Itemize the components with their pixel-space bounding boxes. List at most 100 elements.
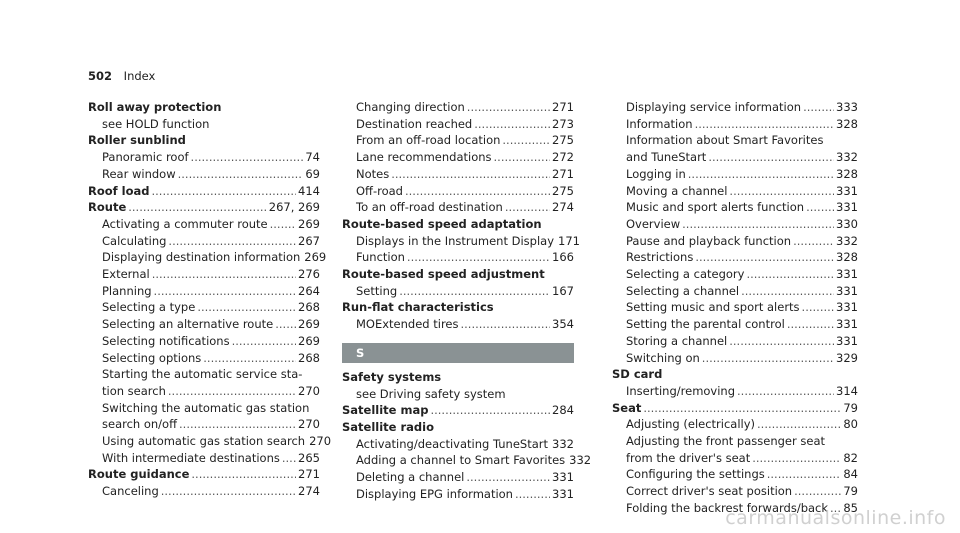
- entry-label: Music and sport alerts function: [626, 200, 805, 215]
- page-reference-link[interactable]: 332: [836, 150, 858, 165]
- page-reference-link[interactable]: 265: [298, 450, 320, 465]
- page-reference-link[interactable]: 271: [298, 467, 320, 482]
- page-reference-link[interactable]: 331: [552, 486, 574, 501]
- page-reference-link[interactable]: 328: [836, 116, 858, 131]
- page-reference-link[interactable]: 273: [552, 116, 574, 131]
- entry-label: Folding the backrest forwards/back: [626, 500, 829, 515]
- page-reference-link[interactable]: 333: [836, 100, 858, 114]
- index-subentry-text: see Driving safety system: [356, 386, 506, 401]
- index-subentry: Setting 167: [342, 283, 574, 300]
- page-reference-link[interactable]: 85: [843, 500, 858, 515]
- index-subentry: Calculating 267: [88, 233, 320, 250]
- entry-label: Activating a commuter route: [102, 216, 268, 231]
- index-subentry: Configuring the settings 84: [612, 466, 858, 483]
- page-reference-link[interactable]: 331: [836, 283, 858, 298]
- page-reference-link[interactable]: 167: [552, 283, 574, 298]
- page-reference-link[interactable]: 270: [309, 434, 332, 449]
- page-reference-link[interactable]: 332: [552, 436, 574, 451]
- dot-leader: [197, 299, 296, 316]
- index-subentry: from the driver's seat 82: [612, 450, 858, 467]
- page-reference-link[interactable]: 274: [552, 200, 574, 215]
- page-reference-link[interactable]: 331: [552, 470, 574, 485]
- page-reference-link[interactable]: 329: [836, 350, 858, 365]
- page-reference-link[interactable]: 284: [552, 403, 574, 418]
- index-subentry: MOExtended tires 354: [342, 316, 574, 333]
- page-reference-link[interactable]: 267, 269: [268, 200, 320, 215]
- page-reference-link[interactable]: 270: [298, 417, 320, 432]
- index-subentry: Storing a channel 331: [612, 333, 858, 350]
- index-subentry: Selecting an alternative route 269: [88, 316, 320, 333]
- index-subentry: Overview 330: [612, 216, 858, 233]
- page-reference-link[interactable]: 84: [843, 467, 858, 482]
- page-reference-link[interactable]: 69: [305, 166, 320, 181]
- page-reference-link[interactable]: 314: [836, 383, 858, 398]
- dot-leader: [282, 450, 296, 467]
- index-subentry: Inserting/removing 314: [612, 383, 858, 400]
- page-reference-link[interactable]: 275: [552, 183, 574, 198]
- index-subentry: Planning 264: [88, 283, 320, 300]
- page-reference-link[interactable]: 268: [298, 300, 320, 315]
- index-subentry: Pause and playback function 332: [612, 233, 858, 250]
- index-subentry-text: Adjusting the front passenger seat: [626, 434, 826, 449]
- page-reference-link[interactable]: 271: [552, 166, 574, 181]
- page-reference-link[interactable]: 270: [298, 383, 320, 398]
- page-reference-link[interactable]: 269: [298, 333, 320, 348]
- index-subentry: Notes 271: [342, 166, 574, 183]
- index-subentry: Selecting options 268: [88, 350, 320, 367]
- dot-leader: [803, 99, 834, 116]
- page-reference-link[interactable]: 166: [552, 250, 574, 265]
- page-reference-link[interactable]: 275: [552, 133, 574, 148]
- page-reference-link[interactable]: 331: [836, 317, 858, 332]
- page-reference-link[interactable]: 331: [836, 200, 858, 215]
- page-reference-link[interactable]: 331: [836, 183, 858, 198]
- page-reference-link[interactable]: 269: [298, 317, 320, 332]
- dot-leader: [757, 416, 841, 433]
- page-reference-link[interactable]: 79: [843, 484, 858, 499]
- page-reference-link[interactable]: 276: [298, 267, 320, 282]
- index-subentry: Music and sport alerts function 331: [612, 199, 858, 216]
- page-reference-link[interactable]: 331: [836, 267, 858, 282]
- dot-leader: [505, 199, 550, 216]
- page-reference-link[interactable]: 330: [836, 216, 858, 231]
- index-subentry: Lane recommendations 272: [342, 149, 574, 166]
- entry-label: Selecting a category: [626, 267, 745, 282]
- entry-label: Switching on: [626, 350, 700, 365]
- index-subentry: Displaying service information 333: [612, 99, 858, 116]
- page-reference-link[interactable]: 269: [298, 216, 320, 231]
- page-reference-link[interactable]: 271: [552, 100, 574, 114]
- page-reference-link[interactable]: 331: [836, 300, 858, 315]
- entry-label: Configuring the settings: [626, 467, 765, 482]
- page-reference-link[interactable]: 267: [298, 233, 320, 248]
- entry-label: Restrictions: [626, 250, 694, 265]
- page-reference-link[interactable]: 354: [552, 317, 574, 332]
- entry-label: Displaying service information: [626, 100, 802, 114]
- entry-label: Adjusting (electrically): [626, 417, 756, 432]
- page-reference-link[interactable]: 331: [836, 333, 858, 348]
- page-reference-link[interactable]: 268: [298, 350, 320, 365]
- dot-leader: [161, 483, 296, 500]
- page-reference-link[interactable]: 269: [304, 250, 327, 265]
- page-reference-link[interactable]: 332: [569, 453, 592, 468]
- page-reference-link[interactable]: 328: [836, 166, 858, 181]
- page-reference-link[interactable]: 272: [552, 150, 574, 165]
- page-reference-link[interactable]: 171: [558, 233, 580, 248]
- page-reference-link[interactable]: 82: [843, 450, 858, 465]
- page-reference-link[interactable]: 79: [843, 400, 858, 415]
- dot-leader: [682, 216, 834, 233]
- dot-leader: [467, 99, 550, 116]
- entry-label: search on/off: [102, 417, 178, 432]
- entry-label: tion search: [102, 383, 166, 398]
- dot-leader: [232, 333, 296, 350]
- dot-leader: [793, 233, 834, 250]
- dot-leader: [515, 486, 550, 503]
- page-reference-link[interactable]: 414: [298, 183, 320, 198]
- page-reference-link[interactable]: 328: [836, 250, 858, 265]
- entry-label: Setting: [356, 283, 398, 298]
- page-reference-link[interactable]: 332: [836, 233, 858, 248]
- page-reference-link[interactable]: 74: [305, 150, 320, 165]
- page-reference-link[interactable]: 274: [298, 484, 320, 499]
- page-reference-link[interactable]: 264: [298, 283, 320, 298]
- index-entry: Seat 79: [612, 400, 858, 417]
- index-subentry: With intermediate destinations 265: [88, 450, 320, 467]
- page-reference-link[interactable]: 80: [843, 417, 858, 432]
